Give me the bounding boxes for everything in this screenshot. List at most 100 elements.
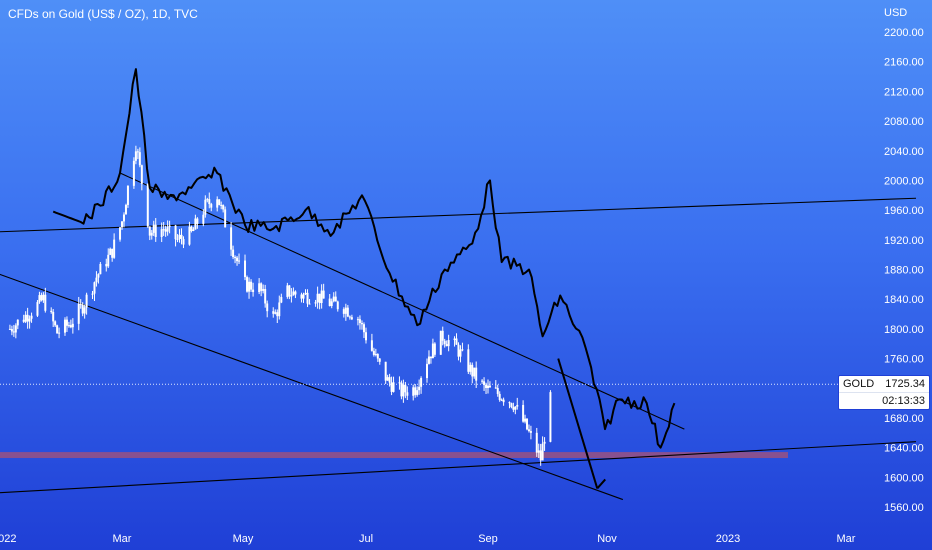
candle-body — [154, 224, 157, 238]
x-tick-label: May — [233, 533, 254, 545]
candle-body — [111, 248, 114, 258]
candle-body — [97, 274, 100, 278]
candle-body — [358, 319, 361, 324]
x-tick-label: 2023 — [716, 533, 740, 545]
candle-body — [400, 382, 403, 397]
candle-body — [386, 377, 389, 381]
candle-body — [126, 185, 129, 205]
y-tick-label: 1560.00 — [884, 502, 924, 514]
candle-body — [236, 257, 239, 262]
candle-body — [488, 385, 491, 388]
candle-body — [481, 380, 484, 382]
candle-body — [414, 387, 417, 395]
candle-body — [406, 392, 409, 396]
price-tag-price: 1725.34 — [885, 378, 925, 390]
candle-body — [512, 407, 515, 410]
y-tick-label: 1880.00 — [884, 265, 924, 277]
x-tick-label: Mar — [113, 533, 132, 545]
candle-body — [362, 324, 365, 333]
candle-body — [487, 385, 489, 388]
candle-body — [508, 402, 511, 404]
candle-body — [441, 330, 444, 341]
candle-body — [314, 302, 317, 304]
candle-body — [475, 367, 478, 381]
candle-body — [77, 303, 80, 324]
candle-body — [431, 343, 434, 359]
candle-body — [14, 325, 17, 333]
candle-body — [526, 418, 529, 430]
candle-body — [95, 277, 98, 283]
candle-body — [514, 406, 517, 410]
candle-body — [188, 226, 191, 245]
candle-body — [107, 254, 110, 267]
price-tag-symbol: GOLD — [843, 378, 875, 390]
candle-body — [121, 221, 123, 228]
candle-body — [190, 226, 193, 231]
candle-body — [264, 288, 267, 304]
candle-body — [292, 291, 295, 296]
candle-body — [510, 403, 513, 408]
candle-body — [56, 325, 59, 334]
candle-body — [318, 293, 321, 304]
candle-body — [138, 152, 141, 166]
candle-body — [541, 443, 544, 461]
candle-body — [222, 205, 225, 210]
candle-body — [426, 363, 428, 379]
candle-body — [16, 319, 19, 326]
x-tick-label: Nov — [597, 533, 617, 545]
candle-body — [429, 356, 432, 359]
drawings-layer — [0, 172, 917, 501]
candle-body — [83, 307, 86, 314]
candle-body — [208, 199, 211, 205]
candle-body — [12, 331, 15, 333]
candle-body — [360, 323, 363, 325]
candle-body — [439, 330, 442, 355]
candle-body — [40, 295, 43, 301]
candle-body — [136, 151, 139, 153]
x-tick-label: Sep — [478, 533, 498, 545]
candle-body — [54, 321, 57, 326]
candle-body — [109, 248, 112, 255]
y-tick-label: 1960.00 — [884, 205, 924, 217]
y-tick-label: 2200.00 — [884, 27, 924, 39]
candle-body — [404, 384, 407, 393]
candle-body — [455, 338, 458, 345]
drawn-path-layer — [52, 68, 676, 449]
candle-body — [537, 450, 540, 453]
candle-body — [38, 295, 41, 303]
candle-body — [105, 263, 108, 267]
candle-body — [244, 260, 247, 278]
chart-title: CFDs on Gold (US$ / OZ), 1D, TVC — [8, 7, 198, 21]
candle-body — [164, 229, 167, 232]
y-tick-label: 1600.00 — [884, 472, 924, 484]
y-tick-label: 1840.00 — [884, 294, 924, 306]
candle-body — [99, 263, 102, 275]
candle-body — [433, 343, 436, 355]
candle-body — [502, 399, 505, 403]
candle-body — [500, 399, 503, 401]
candle-body — [543, 441, 546, 444]
candle-body — [384, 361, 387, 381]
y-tick-label: 2000.00 — [884, 175, 924, 187]
descending-channel-bottom — [0, 273, 624, 501]
candle-body — [79, 303, 82, 305]
x-tick-label: Jul — [359, 533, 373, 545]
candle-body — [42, 294, 45, 301]
candle-body — [304, 292, 307, 295]
candle-body — [50, 310, 53, 313]
candle-body — [330, 301, 333, 307]
candle-body — [443, 340, 446, 345]
descending-channel-top — [119, 172, 685, 430]
candle-body — [24, 314, 27, 322]
candle-body — [308, 303, 311, 305]
candle-body — [232, 249, 235, 258]
candle-body — [535, 432, 538, 453]
candle-body — [132, 160, 135, 186]
candle-body — [113, 239, 116, 258]
x-tick-label: Mar — [837, 533, 856, 545]
candle-body — [119, 227, 122, 240]
candle-body — [71, 323, 74, 328]
candle-body — [162, 229, 165, 231]
